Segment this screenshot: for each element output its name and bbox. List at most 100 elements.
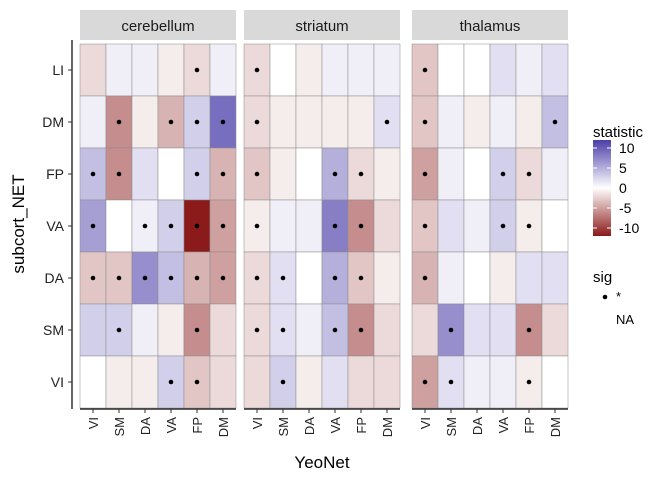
sig-marker (116, 119, 122, 125)
x-tick-label: VI (250, 417, 265, 429)
sig-marker (254, 119, 260, 125)
sig-marker (194, 67, 200, 73)
heatmap-cell (131, 43, 159, 97)
sig-marker (526, 327, 532, 333)
heatmap-cell (105, 199, 133, 253)
sig-marker (220, 119, 226, 125)
x-tick-label: SM (276, 417, 291, 437)
fill-legend-title: statistic (593, 124, 644, 141)
x-tick-label: SM (444, 417, 459, 437)
sig-marker (194, 327, 200, 333)
heatmap-cell (373, 355, 401, 409)
heatmap-cell (463, 251, 491, 305)
sig-marker (90, 223, 96, 229)
sig-marker (500, 171, 506, 177)
heatmap-cell (269, 147, 297, 201)
heatmap-cell (269, 43, 297, 97)
heatmap-cell (463, 303, 491, 357)
x-tick-label: DA (470, 417, 485, 435)
heatmap-cell (489, 303, 517, 357)
heatmap-cell (347, 355, 375, 409)
sig-marker (422, 67, 428, 73)
heatmap-cell (541, 251, 569, 305)
heatmap-cell (541, 303, 569, 357)
heatmap-cell (373, 147, 401, 201)
sig-legend-title: sig (593, 269, 612, 286)
sig-marker (90, 171, 96, 177)
heatmap-cell (295, 251, 323, 305)
sig-legend-entry-star: * (616, 289, 621, 304)
x-tick-label: DA (302, 417, 317, 435)
sig-marker (332, 327, 338, 333)
facet-strip-label: striatum (295, 18, 348, 35)
sig-marker (422, 171, 428, 177)
heatmap-cell (541, 199, 569, 253)
y-tick-label: LI (52, 62, 64, 78)
heatmap-cell (437, 43, 465, 97)
heatmap-cell (105, 43, 133, 97)
heatmap-cell (541, 43, 569, 97)
sig-marker (384, 119, 390, 125)
sig-marker (422, 223, 428, 229)
sig-marker (116, 171, 122, 177)
x-tick-label: FP (354, 417, 369, 434)
heatmap-cell (347, 95, 375, 149)
sig-marker (220, 171, 226, 177)
heatmap-cell (347, 43, 375, 97)
heatmap-cell (79, 303, 107, 357)
heatmap-cell (131, 147, 159, 201)
y-tick-label: VA (46, 218, 64, 234)
heatmap-cell (411, 303, 439, 357)
y-tick-label: DM (42, 114, 64, 130)
sig-marker (194, 119, 200, 125)
heatmap-cell (463, 147, 491, 201)
heatmap-cell (321, 43, 349, 97)
heatmap-cell (295, 355, 323, 409)
sig-marker (280, 327, 286, 333)
heatmap-cell (243, 355, 271, 409)
sig-marker (220, 275, 226, 281)
x-axis-label: YeoNet (294, 453, 349, 472)
heatmap-cell (373, 43, 401, 97)
sig-marker (194, 379, 200, 385)
facet-panel-cerebellum: cerebellum VI SM DA VA FP DM (79, 10, 237, 437)
heatmap-cell (373, 303, 401, 357)
x-tick-label: VA (164, 417, 179, 434)
sig-marker (254, 171, 260, 177)
heatmap-cell (541, 147, 569, 201)
x-tick-label: VA (328, 417, 343, 434)
heatmap-cell (209, 303, 237, 357)
fill-tick-label: -10 (619, 220, 639, 236)
heatmap-cell (131, 95, 159, 149)
heatmap-cell (463, 43, 491, 97)
sig-marker (142, 275, 148, 281)
heatmap-cell (515, 95, 543, 149)
heatmap-cell (515, 43, 543, 97)
sig-marker (168, 119, 174, 125)
fill-tick-label: 5 (619, 160, 627, 176)
x-tick-label: FP (190, 417, 205, 434)
sig-marker (358, 327, 364, 333)
facet-strip (80, 10, 236, 40)
heatmap-cell (209, 43, 237, 97)
facet-panels: cerebellum VI SM DA VA FP DM striatum VI SM DA VA FP… (79, 10, 569, 437)
sig-marker (358, 223, 364, 229)
sig-marker (168, 223, 174, 229)
facet-panel-striatum: striatum VI SM DA VA FP DM (243, 10, 401, 437)
heatmap-cell (269, 199, 297, 253)
sig-marker (168, 275, 174, 281)
sig-marker (194, 275, 200, 281)
sig-marker (500, 223, 506, 229)
sig-marker (526, 171, 532, 177)
heatmap-cell (463, 355, 491, 409)
heatmap-cell (437, 147, 465, 201)
heatmap-cell (489, 95, 517, 149)
sig-marker (280, 275, 286, 281)
sig-marker (552, 119, 558, 125)
heatmap-cell (79, 95, 107, 149)
facet-strip (244, 10, 400, 40)
fill-legend-ticks: 10 5 0 -5 -10 (593, 140, 639, 236)
heatmap-cell (295, 147, 323, 201)
x-tick-label: DM (216, 417, 231, 437)
